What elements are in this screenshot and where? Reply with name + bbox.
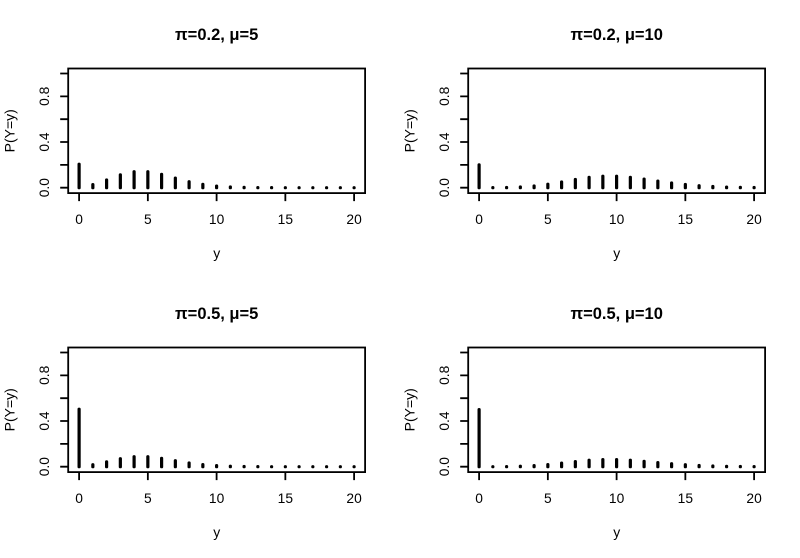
svg-text:0.8: 0.8 — [437, 86, 452, 106]
svg-text:0.4: 0.4 — [437, 411, 452, 431]
svg-text:15: 15 — [678, 491, 694, 506]
svg-text:y: y — [213, 524, 220, 540]
svg-text:π=0.2, μ=5: π=0.2, μ=5 — [175, 26, 258, 44]
svg-text:0.8: 0.8 — [37, 365, 52, 385]
svg-text:5: 5 — [544, 491, 552, 506]
svg-text:20: 20 — [346, 491, 362, 506]
svg-text:5: 5 — [144, 212, 152, 227]
svg-text:y: y — [613, 245, 620, 261]
svg-text:10: 10 — [609, 491, 625, 506]
svg-text:P(Y=y): P(Y=y) — [402, 388, 418, 431]
svg-text:0.0: 0.0 — [437, 457, 452, 477]
svg-text:π=0.5, μ=10: π=0.5, μ=10 — [570, 305, 662, 323]
svg-text:π=0.5, μ=5: π=0.5, μ=5 — [175, 305, 258, 323]
svg-text:10: 10 — [209, 491, 225, 506]
svg-text:π=0.2, μ=10: π=0.2, μ=10 — [570, 26, 662, 44]
svg-text:15: 15 — [278, 491, 294, 506]
svg-text:0.0: 0.0 — [37, 178, 52, 198]
svg-text:0.4: 0.4 — [37, 132, 52, 152]
svg-text:0.0: 0.0 — [437, 178, 452, 198]
svg-text:P(Y=y): P(Y=y) — [402, 109, 418, 152]
svg-text:0.4: 0.4 — [37, 411, 52, 431]
svg-text:0: 0 — [475, 491, 483, 506]
svg-text:P(Y=y): P(Y=y) — [2, 388, 18, 431]
svg-text:20: 20 — [346, 212, 362, 227]
svg-text:y: y — [613, 524, 620, 540]
svg-text:0.8: 0.8 — [37, 86, 52, 106]
svg-text:0: 0 — [75, 212, 83, 227]
svg-text:20: 20 — [746, 491, 762, 506]
svg-text:y: y — [213, 245, 220, 261]
svg-text:10: 10 — [609, 212, 625, 227]
svg-text:0.4: 0.4 — [437, 132, 452, 152]
svg-text:0: 0 — [75, 491, 83, 506]
svg-text:0.0: 0.0 — [37, 457, 52, 477]
svg-text:15: 15 — [678, 212, 694, 227]
svg-text:10: 10 — [209, 212, 225, 227]
svg-text:0: 0 — [475, 212, 483, 227]
svg-text:15: 15 — [278, 212, 294, 227]
svg-text:5: 5 — [544, 212, 552, 227]
svg-text:5: 5 — [144, 491, 152, 506]
svg-text:0.8: 0.8 — [437, 365, 452, 385]
svg-text:P(Y=y): P(Y=y) — [2, 109, 18, 152]
svg-text:20: 20 — [746, 212, 762, 227]
